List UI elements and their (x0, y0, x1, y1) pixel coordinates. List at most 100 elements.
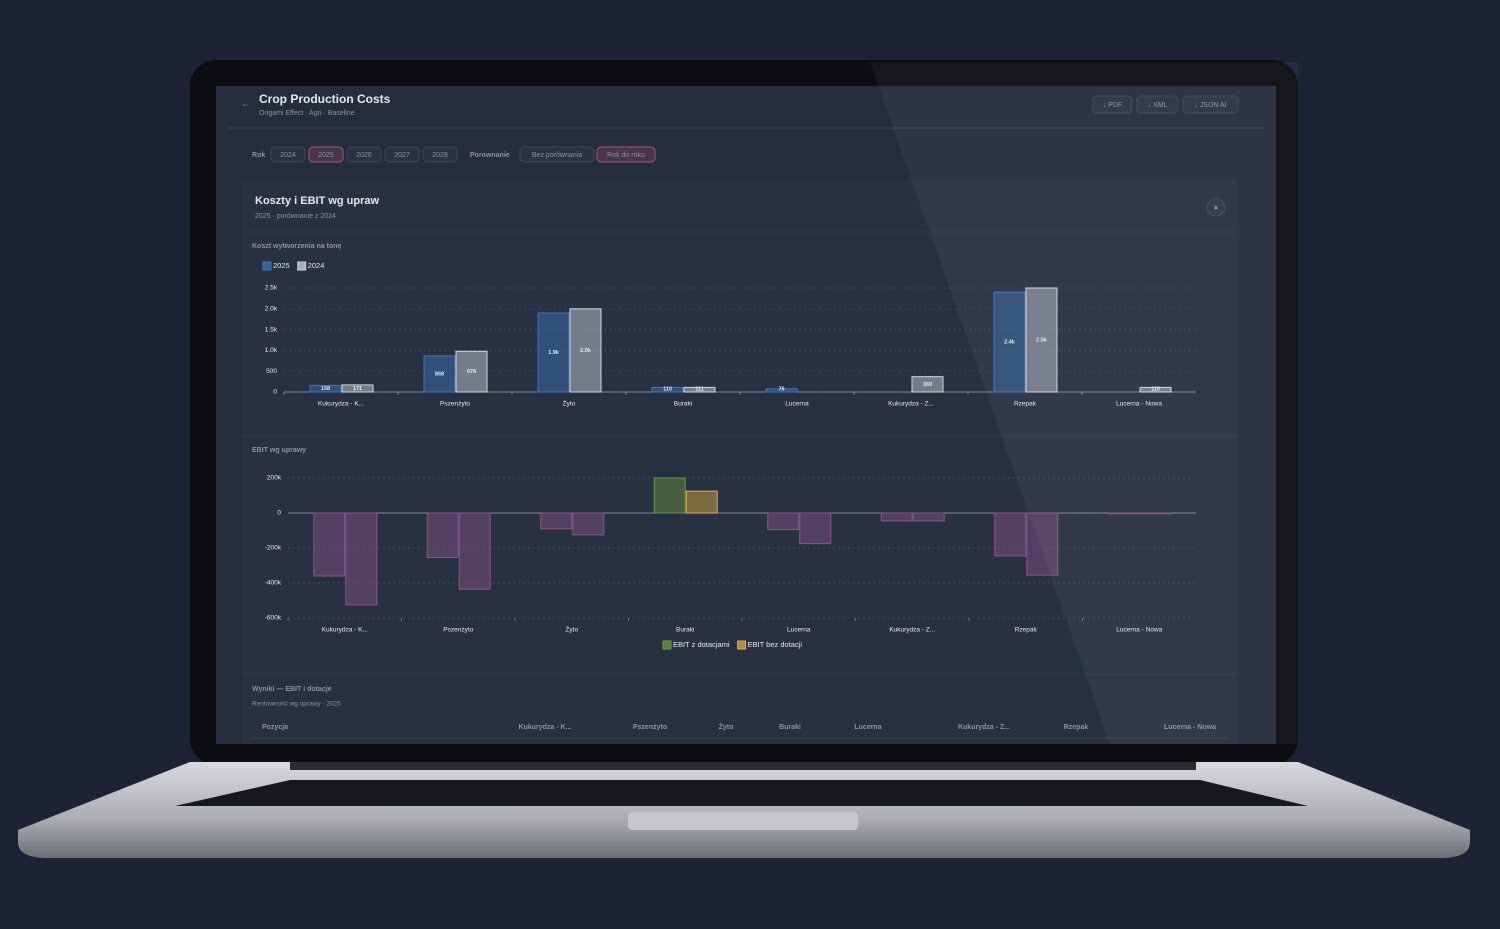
bar (540, 512, 573, 530)
card (242, 180, 1237, 744)
glare (870, 62, 1298, 744)
table-subtitle: Rentowność wg uprawy · 2025 (252, 701, 341, 708)
bar (912, 512, 945, 522)
export-button-label[interactable]: ↓ PDF (1103, 102, 1122, 109)
bar (572, 512, 605, 536)
table-column-header: Pszenżyto (633, 724, 667, 731)
export-button[interactable] (1136, 95, 1179, 114)
table-title: Wyniki — EBIT i dotacje (252, 686, 332, 693)
export-button[interactable] (1092, 95, 1133, 114)
bar (765, 388, 798, 393)
legend-label: EBIT bez dotacji (748, 640, 803, 649)
table-column-header: Pozycja (262, 724, 288, 731)
y-tick-label: 0 (277, 510, 281, 517)
chart-title: Koszt wytworzenia na tonę (252, 243, 342, 250)
bar (651, 386, 684, 393)
year-chip-label[interactable]: 2028 (432, 152, 448, 159)
export-button[interactable] (1182, 95, 1239, 114)
toggle-button[interactable] (1206, 197, 1226, 217)
bar (1107, 512, 1140, 515)
export-button-label[interactable]: ↓ JSON AI (1194, 102, 1226, 109)
year-chip[interactable] (308, 146, 344, 163)
year-chip-label[interactable]: 2025 (318, 152, 334, 159)
keyboard (175, 780, 1308, 806)
compare-chip[interactable] (519, 146, 595, 163)
x-tick-label: Buraki (676, 627, 694, 634)
value-label: 158 (321, 386, 330, 392)
section-subtitle: 2025 · porównanie z 2024 (255, 213, 336, 220)
bar (994, 512, 1027, 557)
back-button[interactable]: ← (241, 98, 250, 108)
y-tick-label: -600k (265, 615, 282, 622)
bar (880, 512, 913, 522)
compare-chip-label[interactable]: Rok do roku (607, 152, 645, 159)
year-chip[interactable] (270, 146, 306, 163)
value-label: 171 (353, 386, 362, 392)
section-title: Koszty i EBIT wg upraw (255, 195, 380, 207)
x-tick-label: Kukurydza - K... (322, 627, 368, 634)
bar (309, 384, 342, 393)
toggle-icon[interactable]: ▲ (1213, 204, 1220, 211)
y-tick-label: 500 (266, 368, 277, 375)
bar (313, 512, 346, 577)
x-tick-label: Rzepak (1015, 627, 1038, 634)
bar (1026, 512, 1059, 576)
x-tick-label: Kukurydza - Z... (889, 627, 935, 634)
bar (423, 355, 456, 393)
hinge (290, 762, 1196, 770)
x-tick-label: Buraki (674, 401, 692, 408)
compare-chip[interactable] (596, 146, 656, 163)
table-column-header: Lucerna - Nowa (1164, 724, 1216, 731)
x-tick-label: Lucerna - Nowa (1116, 401, 1162, 408)
y-tick-label: -200k (265, 545, 282, 552)
year-chip-label[interactable]: 2026 (356, 152, 372, 159)
x-tick-label: Pszenżyto (440, 401, 470, 408)
bar (1025, 287, 1058, 393)
table-column-header: Rzepak (1064, 724, 1089, 731)
export-button-label[interactable]: ↓ XML (1148, 102, 1168, 109)
chart-title: EBIT wg uprawy (252, 447, 306, 454)
bar (653, 477, 686, 514)
y-tick-label: 0 (273, 389, 277, 396)
table-column-header: Buraki (779, 724, 801, 731)
year-chip[interactable] (346, 146, 382, 163)
y-tick-label: 1.0k (265, 347, 278, 354)
x-tick-label: Lucerna (787, 627, 811, 634)
value-label: 110 (1151, 386, 1160, 392)
value-label: 868 (435, 371, 444, 377)
laptop-base (18, 762, 1470, 858)
bar (345, 512, 378, 606)
legend-label: EBIT z dotacjami (673, 640, 730, 649)
value-label: 76 (778, 386, 784, 392)
bar (683, 386, 716, 393)
y-tick-label: 1.5k (265, 326, 278, 333)
table-column-header: Żyto (719, 723, 734, 731)
bar (1139, 386, 1172, 393)
y-tick-label: 2.0k (265, 306, 278, 313)
year-chip[interactable] (422, 146, 458, 163)
legend-swatch (262, 261, 272, 271)
bar (993, 291, 1026, 393)
legend-swatch (737, 640, 747, 650)
x-tick-label: Kukurydza - K... (318, 401, 364, 408)
bar (1139, 512, 1172, 515)
value-label: 369 (923, 382, 932, 388)
year-chip-label[interactable]: 2024 (280, 152, 296, 159)
page-title: Crop Production Costs (259, 92, 391, 106)
legend-label: 2024 (308, 261, 325, 270)
x-tick-label: Pszenżyto (443, 627, 473, 634)
bar (685, 490, 718, 514)
x-tick-label: Kukurydza - Z... (888, 401, 934, 408)
year-chip-label[interactable]: 2027 (394, 152, 410, 159)
bar (341, 384, 374, 393)
year-chip[interactable] (384, 146, 420, 163)
y-tick-label: 200k (267, 475, 282, 482)
value-label: 111 (695, 386, 704, 392)
bar (911, 376, 944, 393)
x-tick-label: Lucerna - Nowa (1116, 627, 1162, 634)
table-column-header: Kukurydza - Z... (958, 724, 1010, 731)
compare-chip-label[interactable]: Bez porównania (532, 152, 582, 159)
legend-label: 2025 (273, 261, 290, 270)
